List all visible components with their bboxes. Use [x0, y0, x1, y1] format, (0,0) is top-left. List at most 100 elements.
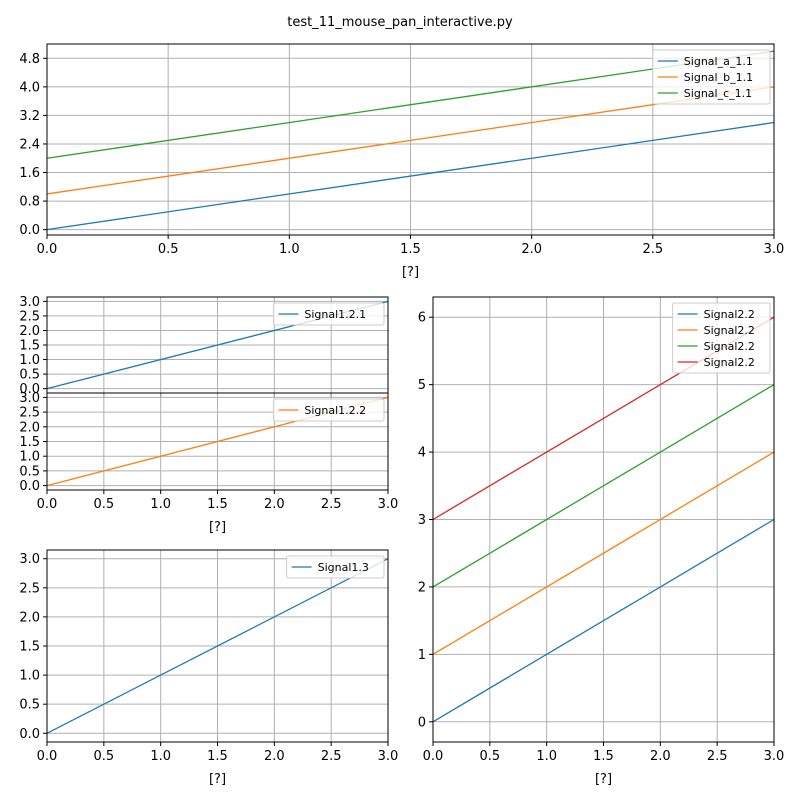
legend-entry: Signal2.2: [704, 308, 755, 321]
x-axis-label: [?]: [209, 772, 226, 787]
chart-panel-p122: 0.0 0.5 1.0 1.5 2.0 2.5 3.00.00.51.01.52.02.53…: [19, 391, 398, 535]
legend-entry: Signal2.2: [704, 324, 755, 337]
x-tick-label: 2.0: [521, 242, 542, 257]
y-tick-label: 4: [418, 446, 426, 461]
legend-entry: Signal_a_1.1: [684, 55, 753, 68]
chart-panel-p22: 0.0 0.5 1.0 1.5 2.0 2.5 3.0 0 1 2 3 4 5 6 [?] Signal2.2…: [418, 296, 785, 787]
x-tick-label: 1.5: [207, 749, 228, 764]
x-tick-label: 1.0: [150, 749, 171, 764]
x-tick-label: 0.5: [158, 242, 179, 257]
y-tick-label: 2.5: [19, 581, 40, 596]
y-tick-label: 0: [418, 715, 426, 730]
x-tick-label: 1.0: [150, 497, 171, 512]
x-tick-label: 0.5: [479, 749, 500, 764]
legend-entry: Signal1.3: [318, 561, 369, 574]
y-tick-label: 3.0: [19, 391, 40, 406]
y-tick-label: 5: [418, 378, 426, 393]
legend-box: [272, 302, 385, 326]
y-tick-label: 4.8: [19, 52, 40, 67]
x-tick-label: 3.0: [764, 242, 785, 257]
series-line-p22-2: [432, 384, 775, 588]
x-tick-label: 0.0: [37, 242, 58, 257]
y-tick-label: 1.6: [19, 166, 40, 181]
y-tick-label: 1.5: [19, 339, 40, 354]
chart-panel-p11: 0.0 0.5 1.0 1.5 2.0 2.5 3.0 0.0 0.8 1.6 2.4 3.2 4.0 4…: [19, 43, 785, 280]
y-tick-label: 1.5: [19, 640, 40, 655]
legend-box: [672, 302, 771, 374]
x-tick-label: 3.0: [378, 497, 399, 512]
y-tick-label: 2.5: [19, 406, 40, 421]
y-tick-label: 0.0: [19, 382, 40, 397]
x-tick-label: 2.5: [321, 497, 342, 512]
legend-entry: Signal1.2.2: [304, 404, 366, 417]
y-tick-label: 2.0: [19, 420, 40, 435]
x-tick-label: 1.0: [536, 749, 557, 764]
y-tick-label: 2.0: [19, 610, 40, 625]
x-tick-label: 2.0: [650, 749, 671, 764]
y-tick-label: 2.4: [19, 137, 40, 152]
x-axis-label: [?]: [595, 772, 612, 787]
y-tick-label: 1.5: [19, 435, 40, 450]
x-tick-label: 3.0: [764, 749, 785, 764]
series-line-p11-1: [46, 86, 775, 195]
legend: Signal_a_1.1 Signal_b_1.1 Signal_c_1.1: [652, 49, 771, 105]
y-tick-label: 3.0: [19, 552, 40, 567]
x-tick-label: 2.0: [264, 749, 285, 764]
legend-entry: Signal_c_1.1: [684, 87, 752, 100]
y-tick-label: 2.0: [19, 324, 40, 339]
chart-panel-p13: 0.0 0.5 1.0 1.5 2.0 2.5 3.0 0.0 0.5 1.0 1.5 2.0 2.5 3…: [19, 549, 399, 787]
series-line-p22-1: [432, 451, 775, 655]
y-tick-label: 0.5: [19, 464, 40, 479]
x-tick-label: 1.5: [593, 749, 614, 764]
y-tick-label: 6: [418, 311, 426, 326]
y-tick-label: 1.0: [19, 353, 40, 368]
chart-panel-p121: 0.00.51.01.52.02.53.0 Signal1.2.1: [19, 295, 389, 397]
figure-title: test_11_mouse_pan_interactive.py: [287, 15, 513, 30]
legend-entry: Signal2.2: [704, 340, 755, 353]
y-tick-label: 0.0: [19, 479, 40, 494]
y-tick-label: 2.5: [19, 309, 40, 324]
y-tick-label: 0.0: [19, 727, 40, 742]
y-tick-label: 2: [418, 580, 426, 595]
legend-box: [652, 49, 771, 105]
y-tick-label: 0.5: [19, 698, 40, 713]
series-line-p22-0: [432, 518, 775, 723]
legend-box: [272, 398, 385, 422]
x-tick-label: 0.0: [37, 749, 58, 764]
x-tick-label: 2.5: [321, 749, 342, 764]
y-tick-label: 1.0: [19, 450, 40, 465]
legend-entry: Signal1.2.1: [304, 308, 366, 321]
y-tick-label: 1.0: [19, 669, 40, 684]
y-tick-label: 0.5: [19, 368, 40, 383]
series-line-p13-0: [46, 558, 389, 734]
x-tick-label: 3.0: [378, 749, 399, 764]
x-axis-label: [?]: [209, 520, 226, 535]
x-tick-label: 0.5: [93, 497, 114, 512]
y-tick-label: 0.0: [19, 223, 40, 238]
legend: Signal1.2.2: [272, 398, 385, 422]
legend: Signal1.2.1: [272, 302, 385, 326]
x-tick-label: 0.0: [423, 749, 444, 764]
y-tick-label: 3: [418, 513, 426, 528]
x-tick-label: 2.5: [707, 749, 728, 764]
x-tick-label: 1.5: [400, 242, 421, 257]
y-tick-label: 3.2: [19, 109, 40, 124]
legend-entry: Signal_b_1.1: [684, 71, 753, 84]
y-tick-label: 1: [418, 648, 426, 663]
x-tick-label: 2.0: [264, 497, 285, 512]
x-tick-label: 0.0: [37, 497, 58, 512]
x-tick-label: 1.5: [207, 497, 228, 512]
y-tick-label: 0.8: [19, 195, 40, 210]
y-tick-label: 3.0: [19, 295, 40, 310]
legend-entry: Signal2.2: [704, 356, 755, 369]
x-tick-label: 0.5: [93, 749, 114, 764]
y-tick-label: 4.0: [19, 80, 40, 95]
x-tick-label: 1.0: [279, 242, 300, 257]
x-axis-label: [?]: [402, 265, 419, 280]
legend-box: [286, 555, 385, 579]
legend: Signal2.2 Signal2.2 Signal2.2 Signal2.2: [672, 302, 771, 374]
series-line-p11-0: [46, 121, 775, 231]
x-tick-label: 2.5: [642, 242, 663, 257]
legend: Signal1.3: [286, 555, 385, 579]
